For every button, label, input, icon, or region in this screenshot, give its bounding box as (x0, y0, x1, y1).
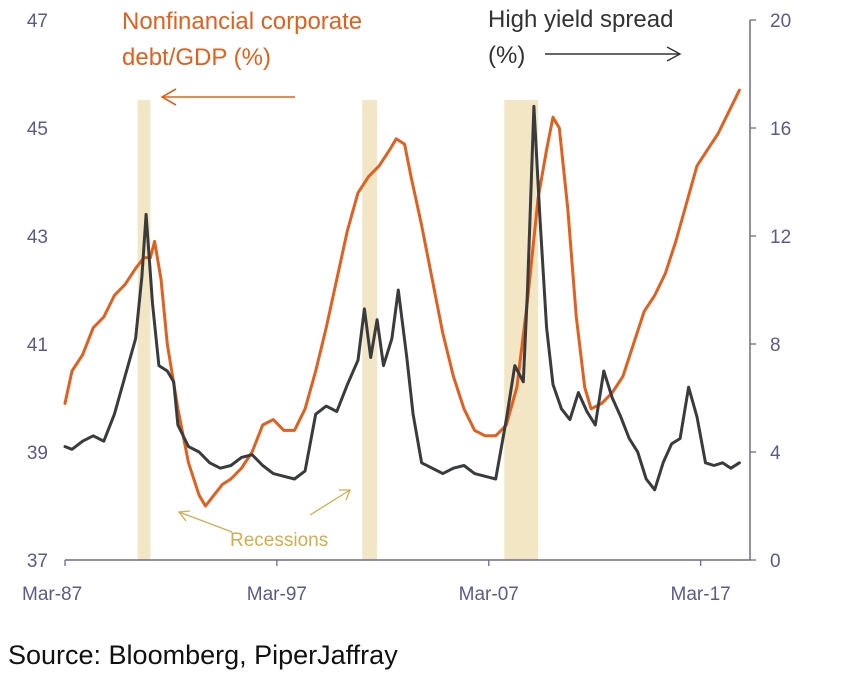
left-ticks: 37 39 41 43 45 47 (27, 11, 48, 572)
source-note: Source: Bloomberg, PiperJaffray (8, 640, 398, 670)
right-ticks: 0 4 8 12 16 20 (750, 11, 791, 572)
spread-label-line2: (%) (488, 42, 525, 69)
right-tick-label: 0 (770, 551, 781, 572)
x-tick-label: Mar-17 (671, 584, 731, 605)
left-tick-label: 43 (27, 227, 48, 248)
left-tick-label: 41 (27, 335, 48, 356)
x-tick-label: Mar-97 (247, 584, 307, 605)
right-tick-label: 8 (770, 335, 781, 356)
x-tick-label: Mar-87 (22, 584, 82, 605)
left-tick-label: 45 (27, 119, 48, 140)
debt-label-arrow (160, 88, 295, 106)
chart: 37 39 41 43 45 47 0 4 8 12 16 20 Mar-87 Mar-97 Mar-0… (22, 6, 791, 605)
spread-label-line1: High yield spread (488, 6, 673, 33)
right-tick-label: 12 (770, 227, 791, 248)
right-tick-label: 16 (770, 119, 791, 140)
spread-label-arrow (545, 46, 682, 62)
debt-gdp-line (63, 88, 741, 508)
recessions-label: Recessions (230, 530, 328, 551)
left-tick-label: 47 (27, 11, 48, 32)
left-tick-label: 37 (27, 551, 48, 572)
x-tick-label: Mar-07 (459, 584, 519, 605)
series-lines (63, 88, 741, 508)
debt-label-line2: debt/GDP (%) (122, 44, 271, 71)
right-tick-label: 20 (770, 11, 791, 32)
recession-band-2 (362, 100, 378, 560)
recession-band-1 (137, 100, 151, 560)
recessions-arrows (177, 489, 351, 533)
left-tick-label: 39 (27, 443, 48, 464)
x-ticks: Mar-87 Mar-97 Mar-07 Mar-17 (22, 560, 731, 605)
debt-label-line1: Nonfinancial corporate (122, 8, 362, 35)
high-yield-spread-line (63, 104, 741, 492)
right-tick-label: 4 (770, 443, 781, 464)
